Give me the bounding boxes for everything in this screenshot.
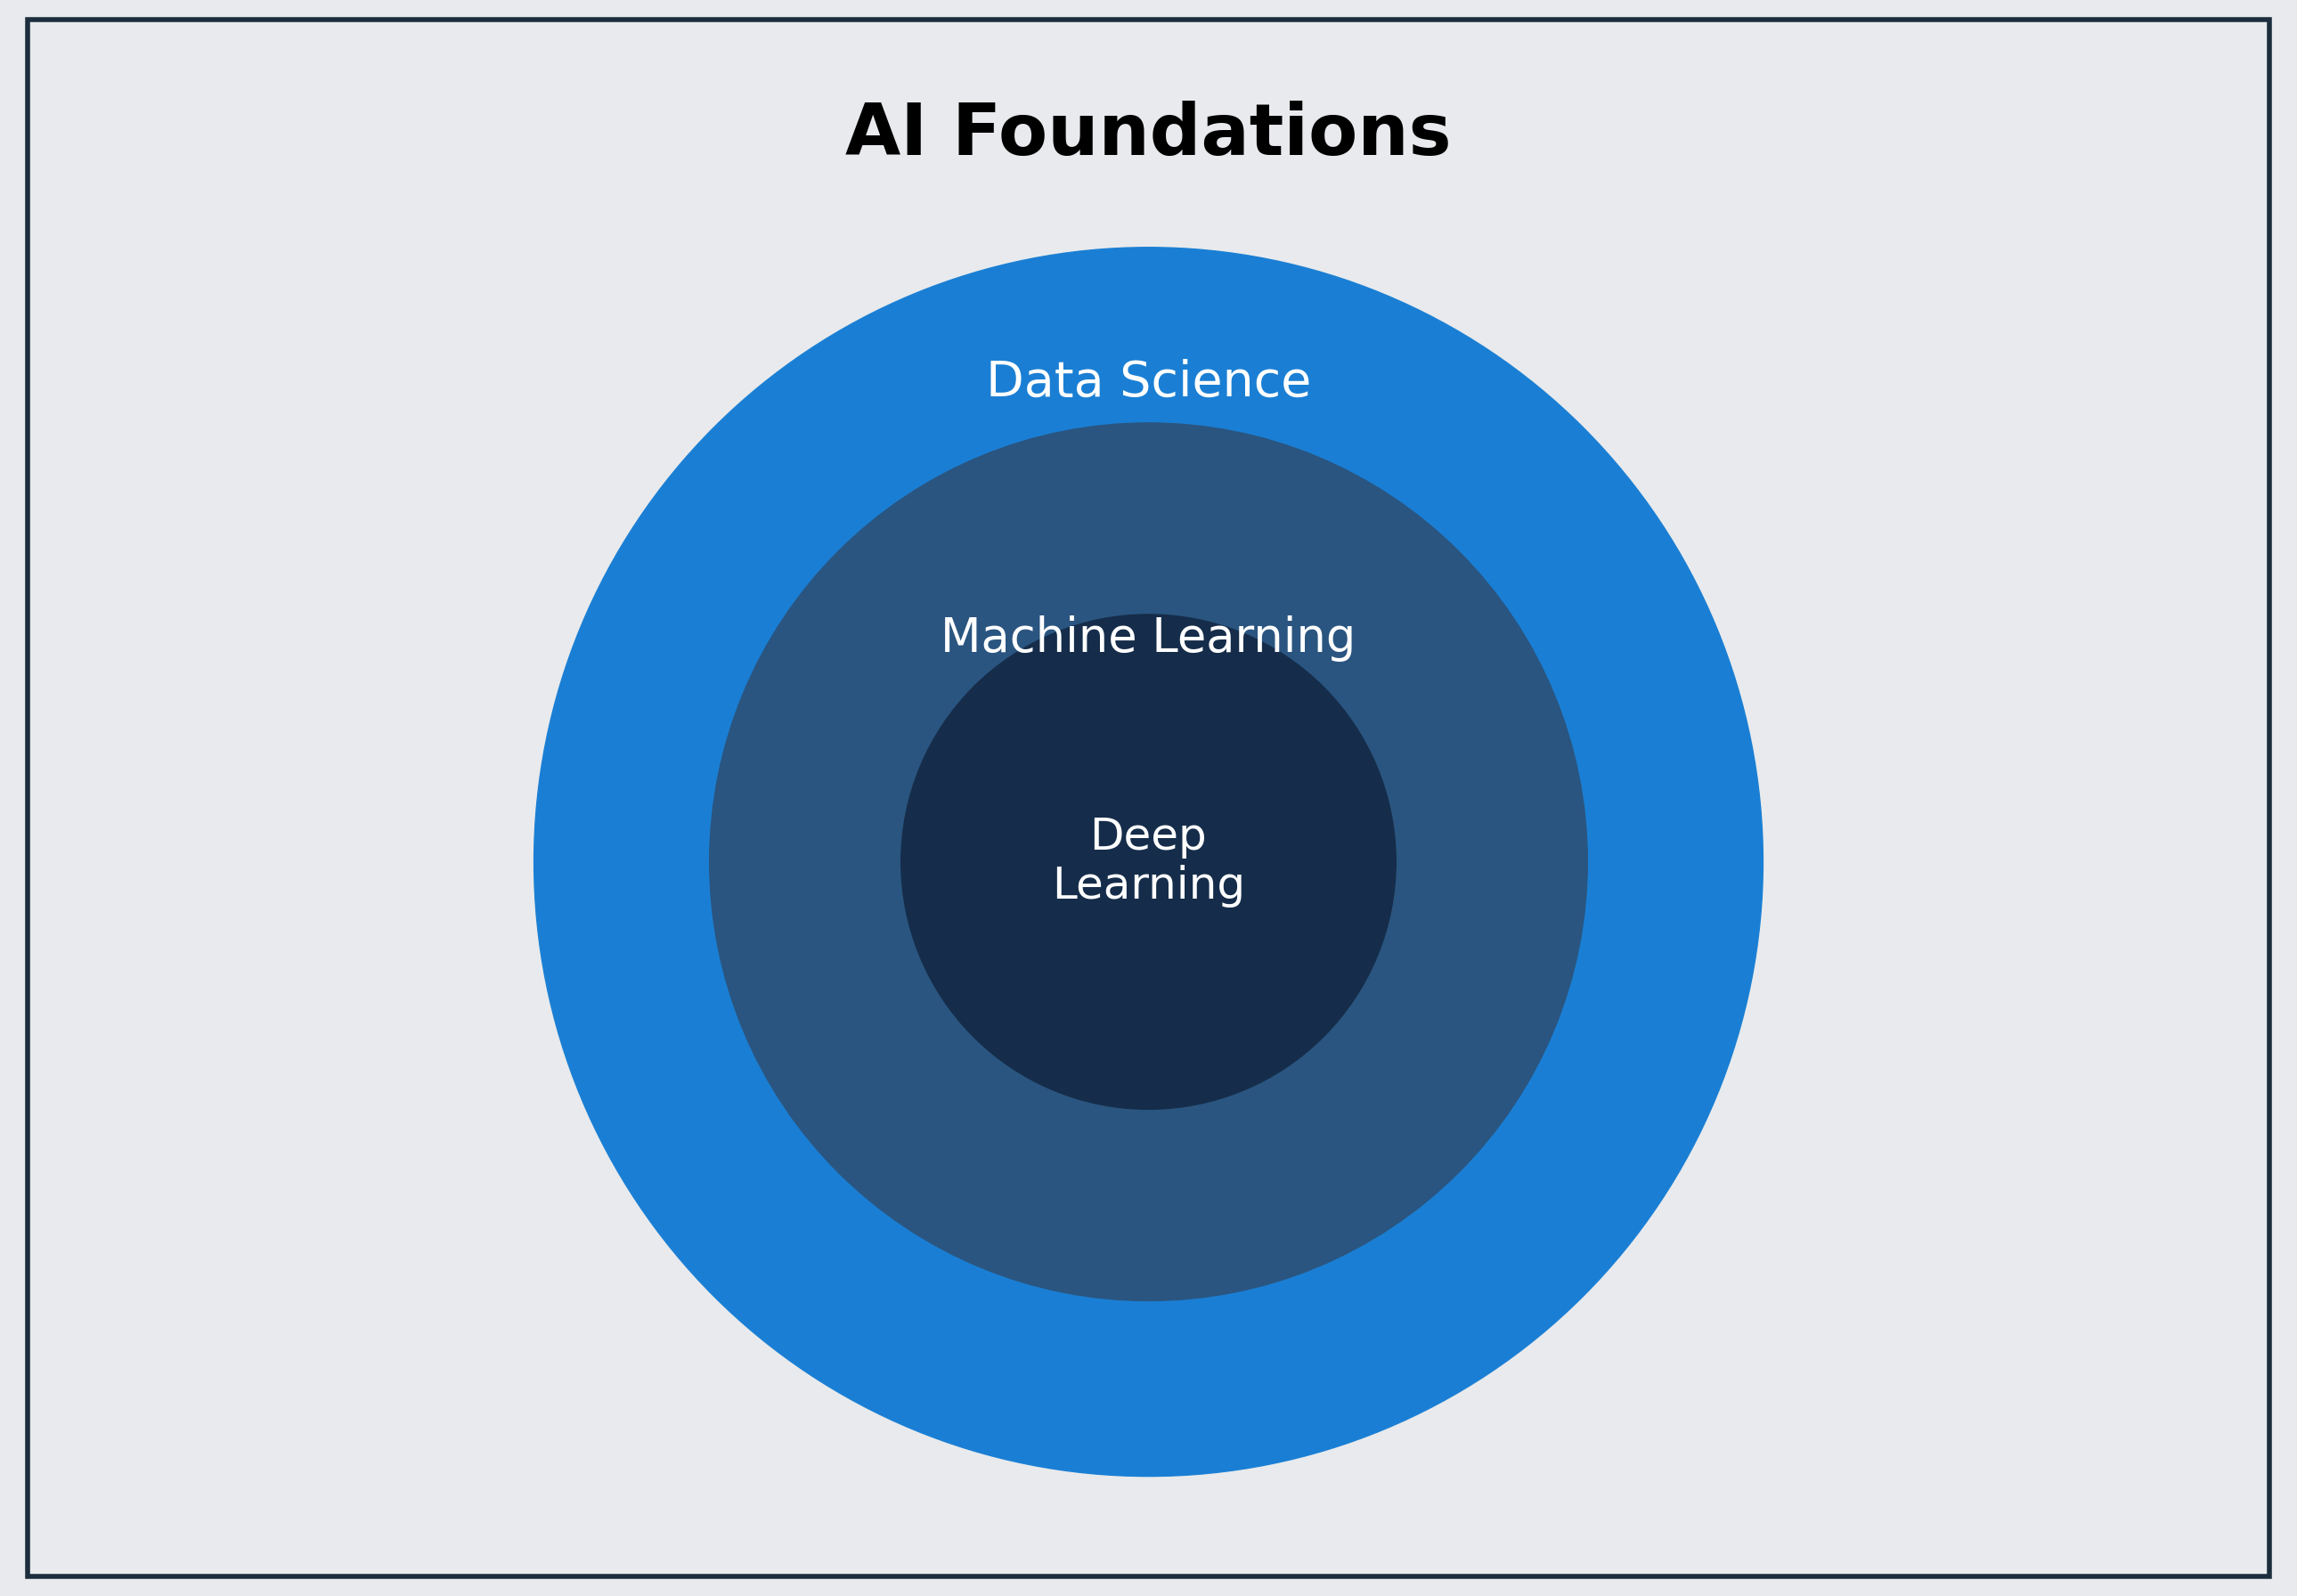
Text: Data Science: Data Science [985,359,1312,407]
Ellipse shape [900,614,1397,1109]
Text: Machine Learning: Machine Learning [942,614,1355,662]
Ellipse shape [710,423,1587,1301]
Text: AI Foundations: AI Foundations [845,101,1452,171]
Ellipse shape [533,247,1764,1476]
Text: Deep
Learning: Deep Learning [1052,816,1245,908]
